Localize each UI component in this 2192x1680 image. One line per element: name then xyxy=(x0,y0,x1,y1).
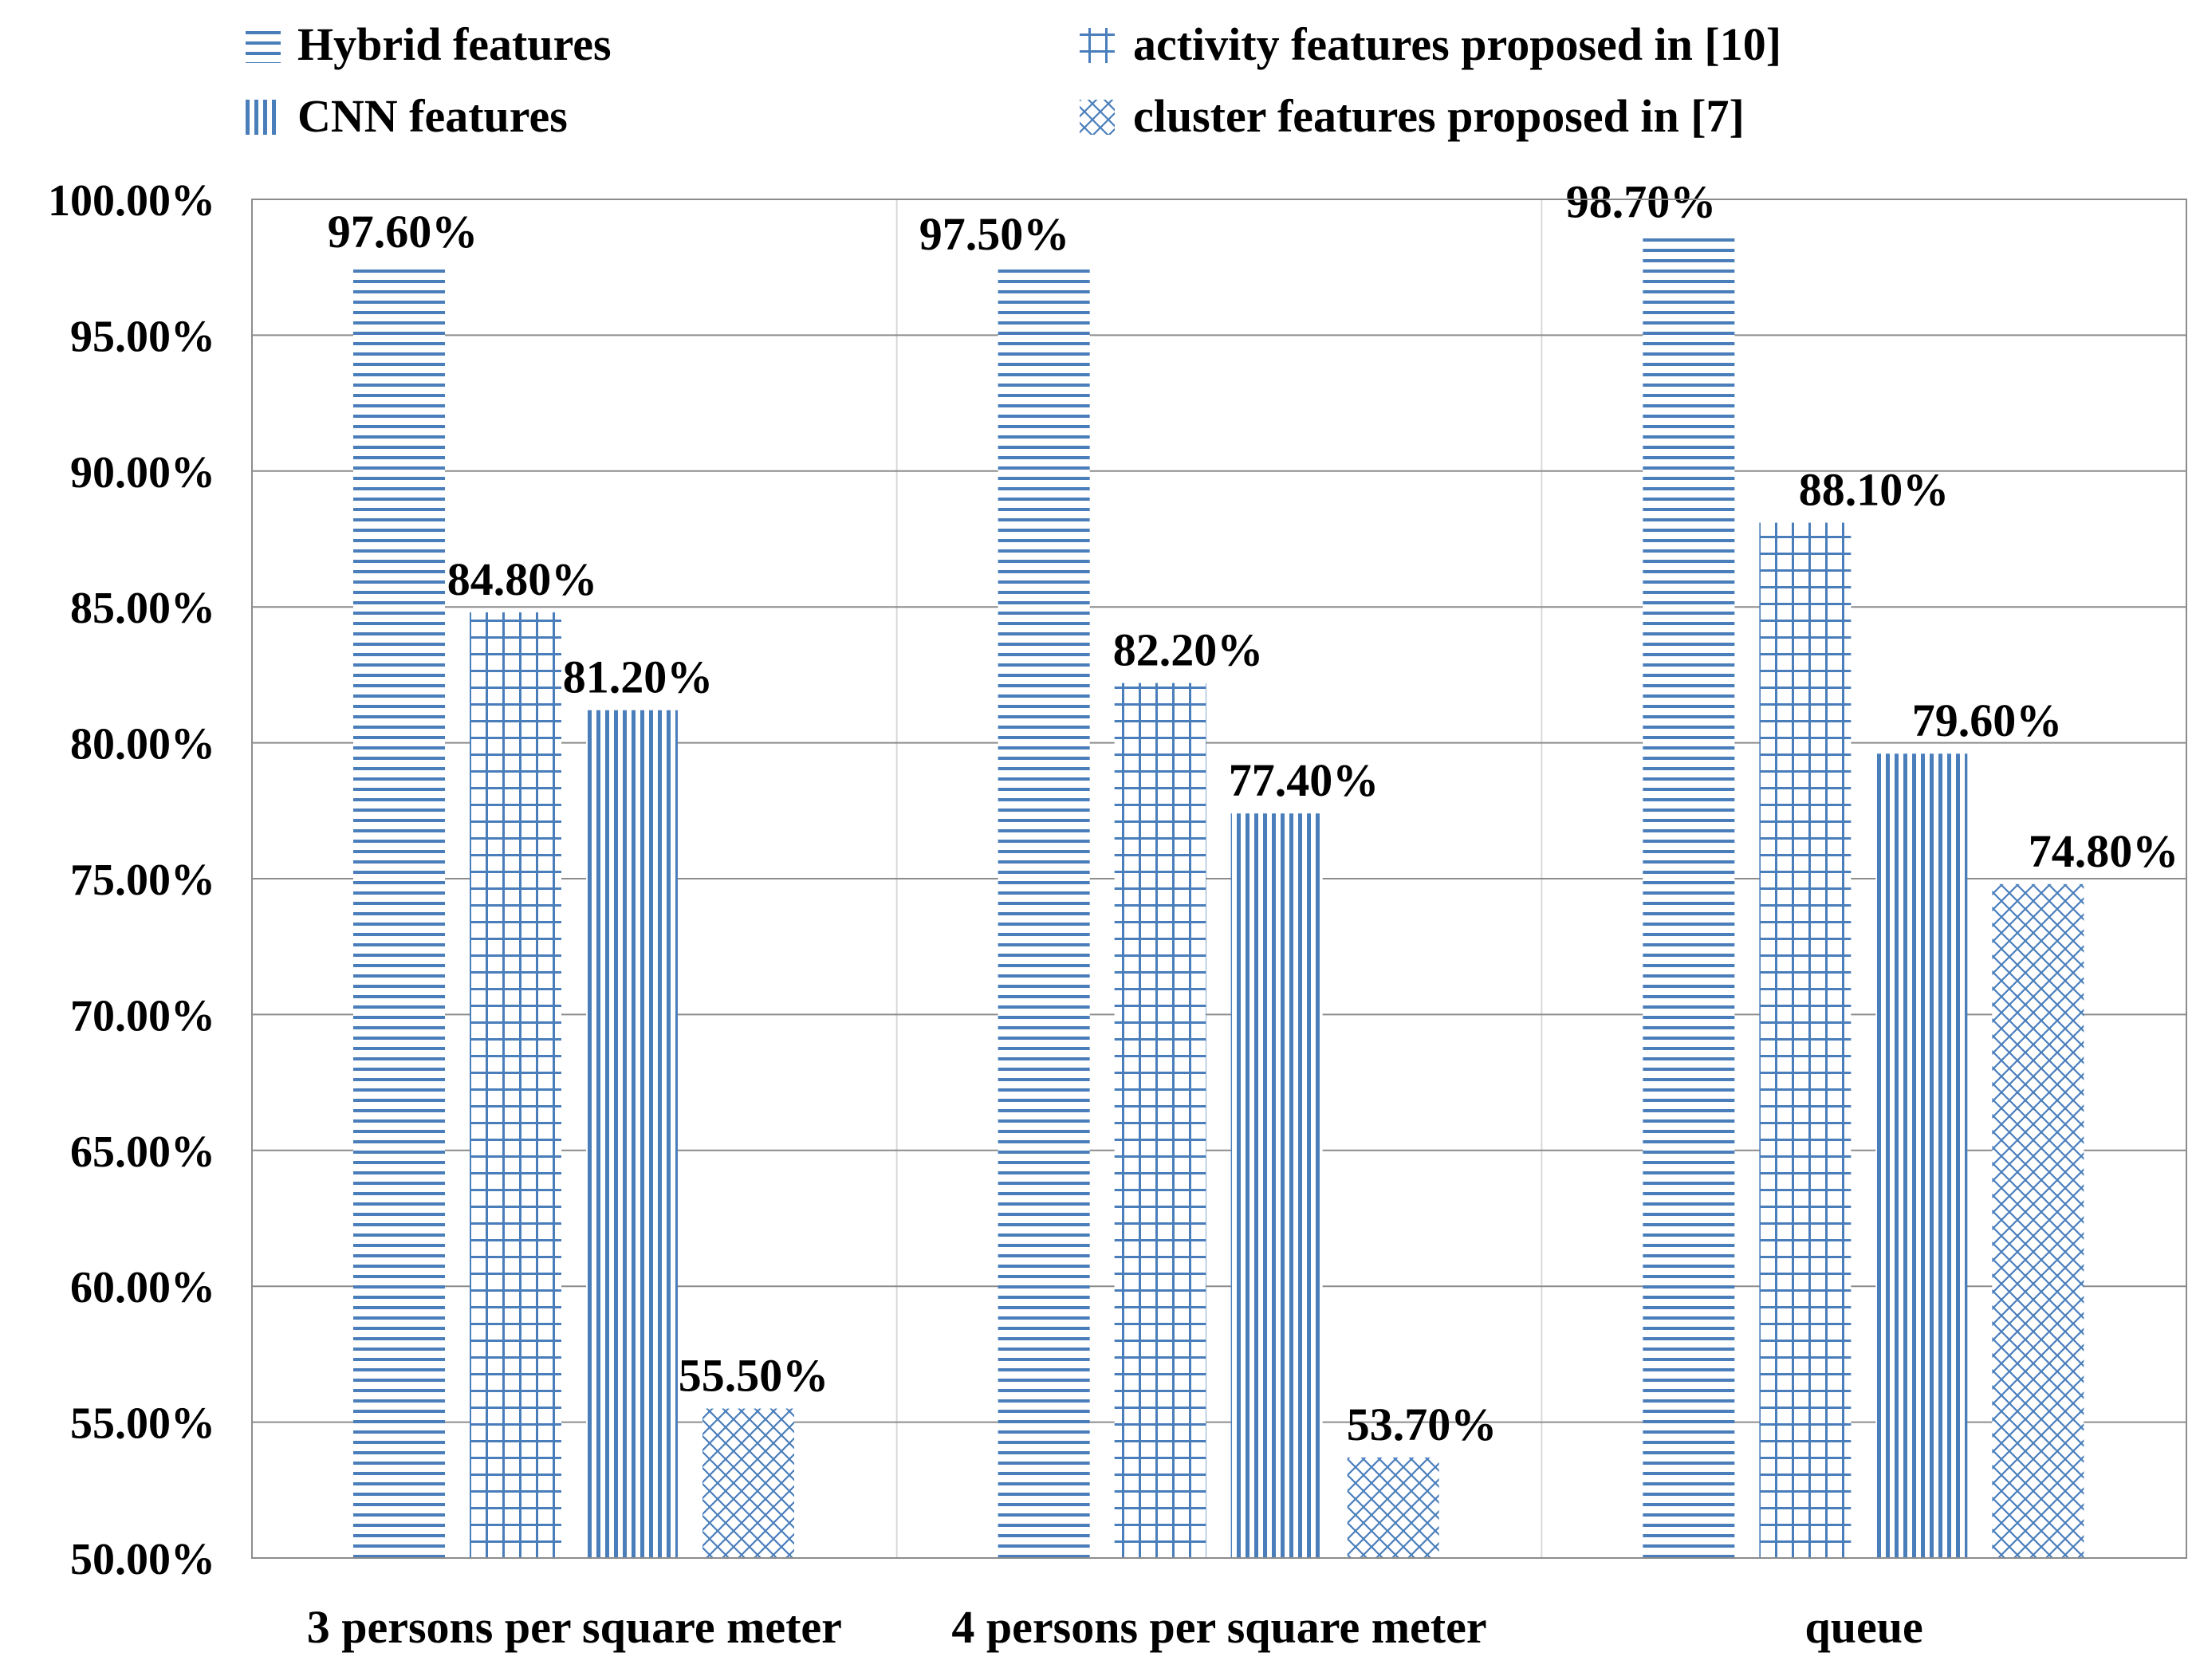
y-tick-label: 90.00% xyxy=(70,448,215,498)
x-tick-label: 4 persons per square meter xyxy=(951,1601,1486,1653)
x-tick-label: queue xyxy=(1805,1601,1923,1653)
data-label: 81.20% xyxy=(563,651,714,703)
axes: 50.00% 55.00% 60.00% 65.00% 70.00% 75.00% 80.0… xyxy=(48,176,2187,1653)
x-tick-label: 3 persons per square meter xyxy=(307,1601,842,1653)
data-label: 82.20% xyxy=(1113,624,1264,676)
legend-label: CNN features xyxy=(297,90,568,142)
data-label: 97.50% xyxy=(919,208,1070,260)
data-labels: 97.60% 84.80% 81.20% 55.50% 97.50% 82.20% 77.4… xyxy=(328,175,2179,1450)
legend-label: Hybrid features xyxy=(297,18,612,70)
y-tick-label: 65.00% xyxy=(70,1127,215,1177)
y-tick-label: 50.00% xyxy=(70,1535,215,1584)
y-tick-label: 75.00% xyxy=(70,856,215,905)
y-tick-label: 60.00% xyxy=(70,1263,215,1312)
data-label: 53.70% xyxy=(1347,1399,1497,1450)
bar-grid xyxy=(470,612,561,1558)
bar-grid xyxy=(1759,522,1852,1558)
plot-area-border xyxy=(251,199,2187,1559)
y-tick-label: 55.00% xyxy=(70,1399,215,1449)
legend-swatch-vertical xyxy=(246,100,281,135)
legend-label: cluster features proposed in [7] xyxy=(1133,90,1745,142)
data-label: 74.80% xyxy=(2029,825,2179,877)
legend-swatch-crosshatch xyxy=(1080,100,1115,135)
legend-label: activity features proposed in [10] xyxy=(1133,18,1781,70)
y-tick-label: 95.00% xyxy=(70,312,215,361)
legend-swatch-horizontal xyxy=(246,28,281,63)
y-tick-label: 80.00% xyxy=(70,720,215,769)
y-tick-label: 100.00% xyxy=(48,176,215,226)
data-label: 77.40% xyxy=(1229,754,1379,806)
data-label: 98.70% xyxy=(1566,175,1717,227)
legend-swatch-grid xyxy=(1080,28,1115,63)
data-label: 55.50% xyxy=(679,1350,829,1402)
bar-vertical xyxy=(586,710,678,1558)
bar-horizontal xyxy=(998,267,1090,1559)
bar-crosshatch xyxy=(1992,883,2084,1558)
data-label: 84.80% xyxy=(447,553,598,605)
bar-horizontal xyxy=(1643,234,1735,1559)
bar-vertical xyxy=(1875,753,1968,1558)
bar-grid xyxy=(1114,683,1206,1558)
bar-crosshatch xyxy=(1347,1457,1439,1558)
bar-crosshatch xyxy=(702,1408,794,1558)
bar-vertical xyxy=(1230,813,1323,1558)
bars xyxy=(353,234,2084,1559)
data-label: 88.10% xyxy=(1799,464,1950,516)
bar-horizontal xyxy=(353,264,445,1558)
y-tick-label: 70.00% xyxy=(70,991,215,1041)
y-tick-label: 85.00% xyxy=(70,584,215,633)
legend: Hybrid features activity features propose… xyxy=(246,18,1781,142)
data-label: 79.60% xyxy=(1912,694,2063,746)
data-label: 97.60% xyxy=(328,206,478,258)
